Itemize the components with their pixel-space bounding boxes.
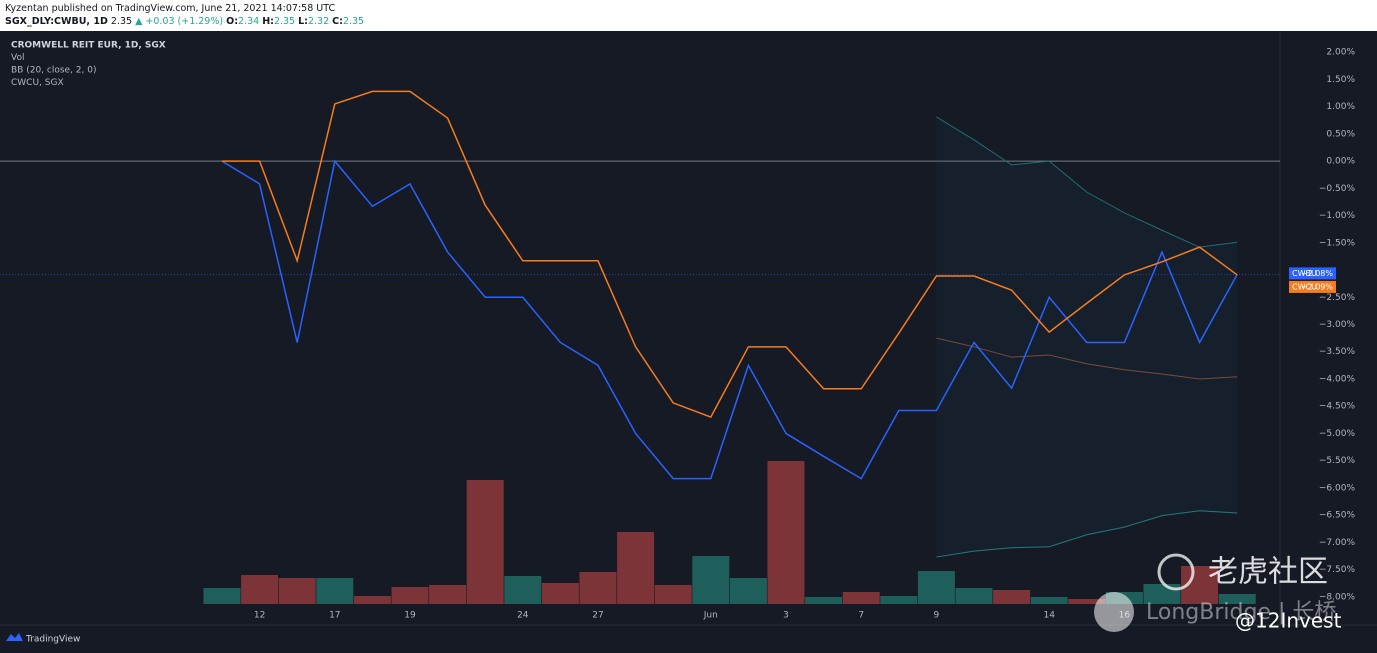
y-tick-label: −8.00%: [1319, 592, 1356, 602]
y-tick-label: −5.00%: [1319, 429, 1356, 439]
y-tick-label: 2.00%: [1326, 48, 1355, 58]
o: 2.34: [238, 16, 260, 27]
footer-logo: [6, 633, 23, 641]
symbol: SGX_DLY:CWBU, 1D: [5, 16, 108, 27]
x-tick-label: 17: [329, 611, 340, 621]
l: 2.32: [307, 16, 330, 27]
x-tick-label: 24: [517, 611, 529, 621]
publisher: Kyzentan published on TradingView.com, J…: [5, 3, 336, 14]
x-tick-label: 9: [934, 611, 940, 621]
y-tick-label: −3.00%: [1319, 320, 1356, 330]
volume-bar: [429, 585, 467, 604]
o-label: O:: [226, 16, 238, 27]
y-tick-label: 0.00%: [1326, 157, 1355, 167]
volume-bar: [993, 590, 1031, 604]
price-tag-label: −2.08%: [1301, 269, 1334, 278]
legend-line: Vol: [11, 53, 24, 63]
x-tick-label: Jun: [703, 611, 718, 621]
y-tick-label: −6.50%: [1319, 511, 1356, 521]
y-tick-label: −7.50%: [1319, 565, 1356, 575]
x-tick-label: 12: [254, 611, 265, 621]
h: 2.35: [273, 16, 296, 27]
volume-bar: [917, 571, 955, 604]
h-label: H:: [262, 16, 274, 27]
volume-bar: [729, 578, 767, 604]
y-tick-label: −1.00%: [1319, 211, 1356, 221]
legend-line: CWCU, SGX: [11, 78, 64, 88]
price-tag-name: CWBU: [1292, 269, 1317, 278]
volume-bar: [617, 532, 655, 604]
y-tick-label: −3.50%: [1319, 347, 1356, 357]
y-tick-label: 1.50%: [1326, 75, 1355, 85]
volume-bar: [805, 597, 843, 604]
price-tag-name: CWCU: [1292, 282, 1317, 291]
volume-bar: [1218, 594, 1256, 604]
volume-bar: [541, 583, 579, 604]
y-tick-label: −1.50%: [1319, 238, 1356, 248]
y-tick-label: −4.50%: [1319, 402, 1356, 412]
watermark-brand: LongBridge | 长桥: [1146, 600, 1336, 625]
bb-fill: [936, 116, 1238, 558]
last: 2.35: [110, 16, 133, 27]
price-tag: [1289, 280, 1336, 293]
legend-line: BB (20, close, 2, 0): [11, 66, 96, 76]
watermark-community: 老虎社区: [1208, 555, 1328, 590]
y-tick-label: 1.00%: [1326, 102, 1355, 112]
volume-bar: [579, 572, 617, 604]
watermark-handle: @12Invest: [1235, 609, 1342, 633]
volume-bar: [316, 578, 354, 604]
volume-bar: [880, 596, 918, 604]
legend-title: CROMWELL REIT EUR, 1D, SGX: [11, 41, 166, 51]
y-tick-label: −7.00%: [1319, 538, 1356, 548]
l-label: L:: [298, 16, 308, 27]
watermark-logo: [1157, 553, 1195, 591]
footer-brand: TradingView: [25, 635, 80, 645]
y-tick-label: −4.00%: [1319, 374, 1356, 384]
volume-bar: [692, 556, 730, 604]
volume-bar: [466, 480, 504, 604]
series-line: [222, 90, 1238, 419]
y-tick-label: −0.50%: [1319, 184, 1356, 194]
change: ▲ +0.03 (+1.29%): [135, 16, 224, 27]
bb-upper: [936, 116, 1238, 248]
x-tick-label: 7: [858, 611, 864, 621]
volume-bar: [203, 588, 241, 604]
volume-bar: [767, 461, 805, 604]
bb-lower: [936, 510, 1238, 558]
volume-bar: [278, 578, 316, 604]
c: 2.35: [342, 16, 365, 27]
volume-bar: [353, 596, 391, 604]
watermark-logo-2: [1094, 592, 1134, 632]
volume-bar: [654, 585, 692, 604]
bb-basis: [936, 337, 1238, 380]
volume-bar: [842, 592, 880, 604]
x-tick-label: 14: [1043, 611, 1055, 621]
volume-bar: [1068, 599, 1106, 604]
x-tick-label: 19: [404, 611, 416, 621]
x-tick-label: 3: [783, 611, 789, 621]
x-tick-label: 27: [592, 611, 603, 621]
y-tick-label: 0.50%: [1326, 129, 1355, 139]
price-tag: [1289, 267, 1336, 280]
series-line: [221, 159, 1238, 480]
price-tag-label: −2.09%: [1301, 282, 1334, 291]
y-tick-label: −6.00%: [1319, 483, 1356, 493]
volume-bar: [241, 575, 279, 604]
volume-bar: [955, 588, 993, 604]
c-label: C:: [332, 16, 343, 27]
quote-line: SGX_DLY:CWBU, 1D 2.35 ▲ +0.03 (+1.29%) O…: [5, 16, 364, 27]
y-tick-label: −5.50%: [1319, 456, 1356, 466]
volume-bar: [391, 587, 429, 604]
volume-bar: [504, 576, 542, 604]
volume-bar: [1030, 597, 1068, 604]
chart-bg: [0, 32, 1377, 653]
y-tick-label: −2.50%: [1319, 293, 1356, 303]
header: Kyzentan published on TradingView.com, J…: [0, 0, 1377, 31]
